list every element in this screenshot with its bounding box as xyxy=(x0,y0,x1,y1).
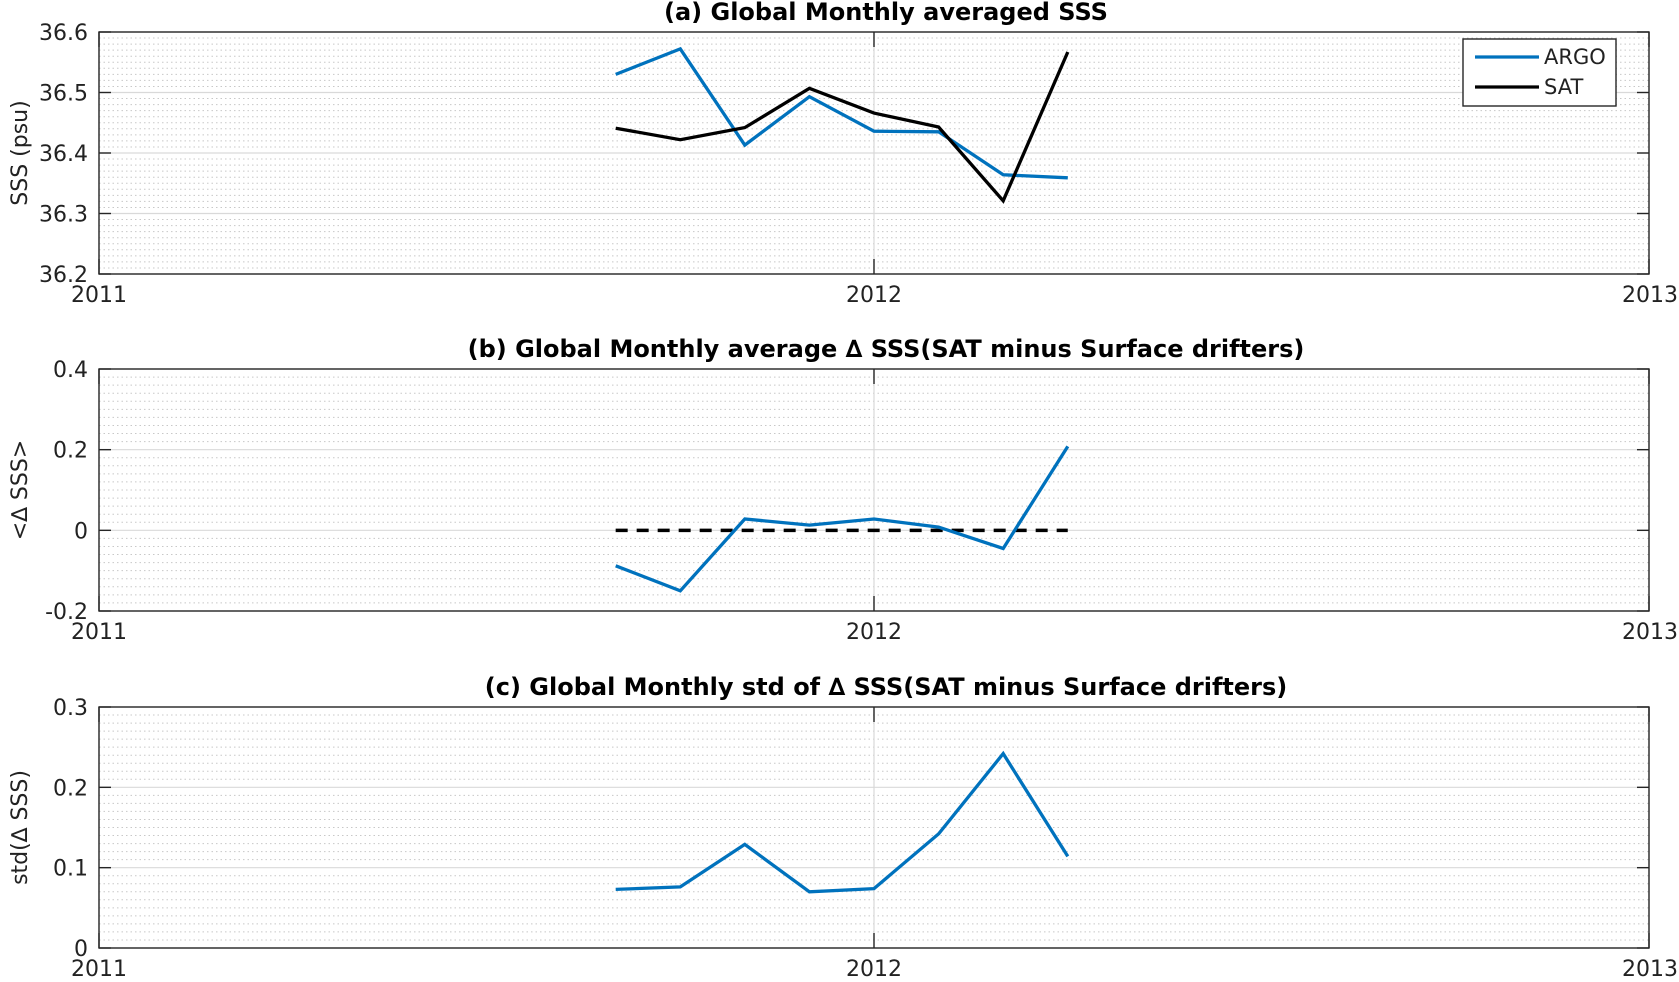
legend-label: SAT xyxy=(1544,75,1583,99)
chart-title: (c) Global Monthly std of ∆ SSS(SAT minu… xyxy=(485,673,1287,701)
chart-title: (b) Global Monthly average ∆ SSS(SAT min… xyxy=(468,335,1305,363)
x-tick-label: 2012 xyxy=(846,620,902,645)
series-line-panel-3 xyxy=(615,750,1070,894)
y-tick-label: 36.3 xyxy=(39,203,88,228)
x-tick-label: 2011 xyxy=(71,283,127,308)
y-tick-label: -0.2 xyxy=(45,600,88,625)
y-tick-label: 36.4 xyxy=(39,142,88,167)
x-tick-label: 2011 xyxy=(71,957,127,982)
y-tick-label: 36.5 xyxy=(39,82,88,107)
series-line-panel-2 xyxy=(615,445,1070,593)
legend-box xyxy=(1462,38,1617,107)
y-tick-label: 0.1 xyxy=(53,857,88,882)
chart-panel-2: -0.2 0 0.2 0.4 2011 2012 2013 (b) Global Monthl… xyxy=(8,335,1678,645)
y-axis-label: std(∆ SSS) xyxy=(8,770,33,885)
y-tick-label: 0.4 xyxy=(53,358,88,383)
legend-label: ARGO xyxy=(1544,45,1606,69)
y-tick-label: 0 xyxy=(74,937,88,962)
x-tick-label: 2012 xyxy=(846,957,902,982)
x-tick-label: 2013 xyxy=(1622,957,1678,982)
chart-panel-1: 36.2 36.3 36.4 36.5 36.6 2011 2012 2013 (a) Glob… xyxy=(8,0,1678,308)
series-line-argo xyxy=(615,46,1068,180)
x-tick-label: 2012 xyxy=(846,283,902,308)
y-tick-label: 36.2 xyxy=(39,263,88,288)
y-tick-label: 36.6 xyxy=(39,21,88,46)
x-tick-label: 2011 xyxy=(71,620,127,645)
series-line-sat xyxy=(615,51,1070,204)
y-tick-label: 0.2 xyxy=(53,439,88,464)
y-tick-label: 0.3 xyxy=(53,696,88,721)
y-axis-label: <∆ SSS> xyxy=(8,440,33,540)
y-tick-label: 0.2 xyxy=(53,776,88,801)
x-tick-label: 2013 xyxy=(1622,283,1678,308)
y-axis-label: SSS (psu) xyxy=(8,100,33,205)
legend: ARGO SAT xyxy=(1462,38,1617,107)
y-tick-label: 0 xyxy=(74,519,88,544)
chart-panel-3: 0 0.1 0.2 0.3 2011 2012 2013 (c) Global Monthly… xyxy=(8,673,1678,982)
x-tick-label: 2013 xyxy=(1622,620,1678,645)
chart-title: (a) Global Monthly averaged SSS xyxy=(664,0,1108,26)
